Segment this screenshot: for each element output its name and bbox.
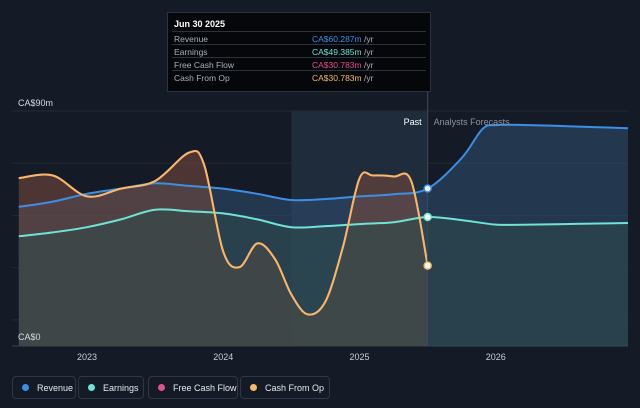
tooltip-label: Cash From Op <box>174 73 230 83</box>
tooltip-row-cash-from-op: Cash From Op CA$30.783m /yr <box>172 70 426 84</box>
tooltip-unit: /yr <box>364 60 374 70</box>
series-markers <box>423 184 432 270</box>
series-areas <box>18 124 629 347</box>
x-tick-label: 2025 <box>350 352 370 362</box>
tooltip-row-free-cash-flow: Free Cash Flow CA$30.783m /yr <box>172 57 426 71</box>
tooltip-row-revenue: Revenue CA$60.287m /yr <box>172 31 426 45</box>
tooltip-value-text: CA$30.783m <box>312 73 362 83</box>
cash-from-op-line <box>18 149 429 316</box>
x-tick-label: 2024 <box>213 352 233 362</box>
y-axis-top-label: CA$90m <box>18 98 53 108</box>
revenue-marker <box>423 184 432 193</box>
forecast-label: Analysts Forecasts <box>434 117 511 127</box>
earnings-marker <box>423 212 432 222</box>
x-axis-ticks: 2023 2024 2025 2026 <box>77 352 506 362</box>
legend-cash-from-op[interactable]: Cash From Op <box>240 376 330 399</box>
tooltip-date: Jun 30 2025 <box>174 19 226 29</box>
x-tick-label: 2023 <box>77 352 97 362</box>
tooltip-value: CA$30.783m /yr <box>312 60 373 70</box>
tooltip-value: CA$49.385m /yr <box>312 47 373 57</box>
legend-label: Free Cash Flow <box>173 382 237 393</box>
legend-label: Revenue <box>37 382 74 393</box>
series-lines <box>18 123 629 316</box>
tooltip-value-text: CA$30.783m <box>312 60 362 70</box>
tooltip-unit: /yr <box>364 47 374 57</box>
legend-earnings[interactable]: Earnings <box>78 376 144 399</box>
tooltip: Jun 30 2025 Revenue CA$60.287m /yr Earni… <box>167 12 431 92</box>
past-label: Past <box>404 117 423 127</box>
legend-free-cash-flow[interactable]: Free Cash Flow <box>148 376 238 399</box>
tooltip-value-text: CA$60.287m <box>312 34 362 44</box>
tooltip-row-earnings: Earnings CA$49.385m /yr <box>172 44 426 58</box>
legend-dot-icon <box>88 384 95 391</box>
tooltip-label: Earnings <box>174 47 208 57</box>
tooltip-label: Free Cash Flow <box>174 60 234 70</box>
y-axis-bottom-label: CA$0 <box>18 332 41 342</box>
legend-dot-icon <box>22 384 29 391</box>
cash-from-op-marker <box>423 261 432 270</box>
tooltip-label: Revenue <box>174 34 209 44</box>
legend-revenue[interactable]: Revenue <box>12 376 76 399</box>
legend-label: Cash From Op <box>265 382 325 393</box>
earnings-area <box>18 209 629 346</box>
earnings-line <box>18 208 629 238</box>
tooltip-value: CA$60.287m /yr <box>312 34 373 44</box>
legend-dot-icon <box>250 384 257 391</box>
tooltip-unit: /yr <box>364 34 374 44</box>
tooltip-value: CA$30.783m /yr <box>312 73 373 83</box>
tooltip-value-text: CA$49.385m <box>312 47 362 57</box>
legend-label: Earnings <box>103 382 139 393</box>
legend-dot-icon <box>158 384 165 391</box>
tooltip-unit: /yr <box>364 73 374 83</box>
x-tick-label: 2026 <box>486 352 506 362</box>
